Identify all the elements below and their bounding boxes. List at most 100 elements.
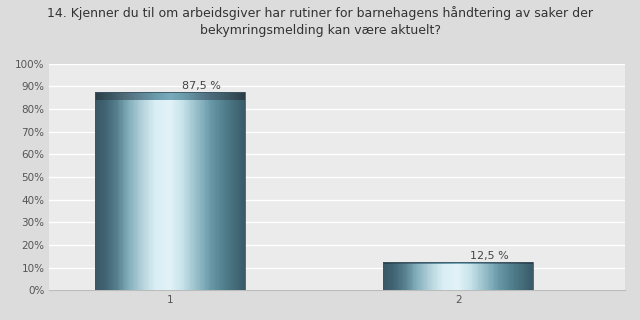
Bar — [470, 262, 472, 290]
Bar — [504, 262, 506, 290]
Bar — [445, 262, 447, 264]
Bar — [499, 262, 500, 264]
Bar — [157, 92, 158, 290]
Bar — [169, 92, 170, 290]
Bar — [402, 262, 403, 290]
Bar — [399, 262, 401, 290]
Bar — [439, 262, 441, 264]
Bar — [495, 262, 497, 290]
Bar — [168, 92, 169, 290]
Bar — [125, 92, 127, 100]
Bar — [209, 92, 211, 100]
Bar — [512, 262, 513, 264]
Bar — [399, 262, 401, 264]
Bar — [125, 92, 127, 290]
Bar — [214, 92, 215, 290]
Bar — [472, 262, 473, 290]
Bar — [473, 262, 474, 290]
Bar — [436, 262, 437, 290]
Bar — [131, 92, 132, 290]
Bar — [215, 92, 216, 100]
Bar — [231, 92, 233, 290]
Bar — [198, 92, 199, 290]
Bar — [435, 262, 436, 264]
Bar — [520, 262, 522, 290]
Bar — [243, 92, 244, 100]
Bar — [203, 92, 204, 100]
Bar — [189, 92, 190, 100]
Bar — [116, 92, 118, 290]
Bar — [532, 262, 533, 264]
Bar — [135, 92, 137, 100]
Bar — [132, 92, 133, 290]
Bar — [240, 92, 241, 100]
Bar — [407, 262, 408, 290]
Bar — [164, 92, 165, 290]
Bar — [404, 262, 406, 290]
Bar — [390, 262, 392, 264]
Bar — [243, 92, 244, 290]
Bar — [99, 92, 100, 100]
Bar — [95, 92, 97, 290]
Bar — [106, 92, 107, 290]
Bar — [432, 262, 433, 290]
Bar — [119, 92, 120, 290]
Bar — [483, 262, 484, 264]
Bar — [518, 262, 519, 290]
Bar — [489, 262, 491, 264]
Bar — [435, 262, 436, 290]
Bar — [383, 262, 385, 264]
Bar — [464, 262, 466, 264]
Bar — [512, 262, 513, 290]
Bar — [444, 262, 445, 290]
Bar — [433, 262, 435, 264]
Bar — [513, 262, 515, 290]
Bar — [202, 92, 203, 100]
Bar — [140, 92, 141, 100]
Bar — [498, 262, 499, 264]
Bar — [133, 92, 134, 100]
Bar — [148, 92, 149, 100]
Bar — [232, 92, 234, 290]
Bar — [140, 92, 141, 290]
Bar — [443, 262, 445, 264]
Bar — [452, 262, 453, 290]
Bar — [195, 92, 196, 290]
Bar — [239, 92, 240, 290]
Bar — [415, 262, 416, 290]
Bar — [481, 262, 482, 290]
Bar — [174, 92, 175, 100]
Bar — [210, 92, 212, 100]
Bar — [215, 92, 216, 290]
Bar — [191, 92, 193, 290]
Bar — [509, 262, 511, 264]
Bar — [95, 92, 97, 100]
Bar — [456, 262, 457, 264]
Bar — [200, 92, 202, 290]
Bar — [432, 262, 433, 264]
Bar — [190, 92, 191, 290]
Bar — [164, 92, 165, 100]
Bar — [522, 262, 523, 290]
Bar — [486, 262, 487, 264]
Bar — [484, 262, 486, 264]
Bar — [170, 92, 172, 100]
Bar — [153, 92, 154, 100]
Bar — [508, 262, 509, 290]
Bar — [419, 262, 420, 290]
Bar — [437, 262, 438, 264]
Bar — [156, 92, 157, 100]
Bar — [445, 262, 447, 290]
Bar — [191, 92, 193, 100]
Bar — [158, 92, 159, 100]
Bar — [97, 92, 98, 100]
Bar — [474, 262, 476, 290]
Bar — [132, 92, 133, 100]
Bar — [465, 262, 467, 264]
Bar — [522, 262, 523, 264]
Bar — [524, 262, 525, 264]
Bar — [180, 92, 182, 100]
Bar — [490, 262, 492, 264]
Bar — [157, 92, 158, 100]
Bar — [129, 92, 131, 290]
